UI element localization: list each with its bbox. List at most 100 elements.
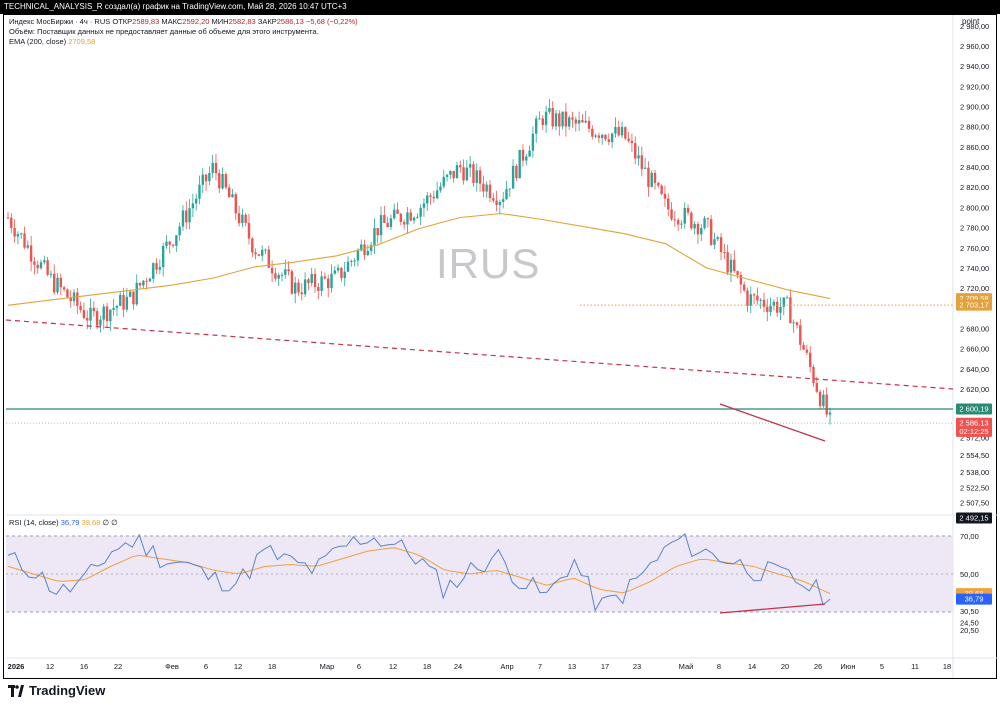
candle xyxy=(587,120,591,129)
candle xyxy=(13,228,16,237)
candle xyxy=(161,246,165,268)
candle xyxy=(432,196,436,199)
candle xyxy=(779,306,782,313)
price-divergence-line xyxy=(719,403,826,442)
candle xyxy=(426,195,429,204)
ema-legend[interactable]: EMA (200, close) 2709,58 xyxy=(9,37,95,46)
time-axis-label: 12 xyxy=(389,662,397,671)
candle xyxy=(713,239,716,245)
candle xyxy=(452,170,455,179)
candle xyxy=(571,117,574,120)
candle xyxy=(39,262,43,269)
candle xyxy=(673,219,677,221)
price-tag-label: 2 600,19 xyxy=(959,405,988,414)
candle xyxy=(805,349,809,353)
candle xyxy=(412,217,416,221)
candle xyxy=(657,182,660,186)
price-tick-label: 2 572,00 xyxy=(960,433,989,442)
legend-symbol: Индекс МосБиржи · 4ч · RUS xyxy=(9,17,111,26)
rsi-value: 36,79 xyxy=(60,518,80,527)
rsi-extra: ∅ ∅ xyxy=(102,518,118,527)
candle xyxy=(224,174,228,188)
candle xyxy=(231,194,234,198)
candle xyxy=(799,325,802,345)
candle xyxy=(376,228,379,236)
candle xyxy=(53,273,56,293)
candle xyxy=(808,352,812,367)
candle xyxy=(637,155,640,159)
candle xyxy=(297,282,300,293)
candle xyxy=(112,307,115,310)
candle xyxy=(640,155,644,169)
time-axis-label: 20 xyxy=(781,662,789,671)
candle xyxy=(274,273,277,279)
candle xyxy=(307,279,310,284)
candle xyxy=(584,120,587,123)
candle xyxy=(389,218,393,228)
candle xyxy=(815,383,818,392)
rsi-line xyxy=(7,533,831,612)
candle xyxy=(379,215,383,236)
candle xyxy=(501,199,505,202)
candle xyxy=(617,127,620,136)
candle xyxy=(561,111,564,127)
symbol-legend[interactable]: Индекс МосБиржи · 4ч · RUS ОТКР2589,83 М… xyxy=(9,17,358,26)
candle xyxy=(171,244,175,246)
candle xyxy=(442,176,445,187)
price-tick-label: 2 640,00 xyxy=(960,365,989,374)
candle xyxy=(165,241,168,247)
candle xyxy=(168,241,171,245)
candle xyxy=(396,209,399,214)
candle xyxy=(601,134,604,138)
footer xyxy=(0,679,1000,707)
candle xyxy=(478,170,482,184)
candle xyxy=(105,306,109,322)
candle xyxy=(690,212,693,229)
candle xyxy=(736,271,739,275)
price-tick-label: 2 840,00 xyxy=(960,163,989,172)
candle xyxy=(739,274,743,285)
candle xyxy=(99,319,102,326)
candle xyxy=(23,233,26,248)
candle xyxy=(475,170,478,183)
candle xyxy=(762,299,766,307)
candle xyxy=(693,223,696,229)
price-tag-label: 2 586,13 xyxy=(959,419,988,428)
caption-text: TECHNICAL_ANALYSIS_R создал(а) график на… xyxy=(4,2,347,11)
candle xyxy=(802,344,805,350)
price-tick-label: 2 507,50 xyxy=(960,499,989,508)
tradingview-logo[interactable]: TradingView xyxy=(8,683,105,698)
time-axis-label: 7 xyxy=(538,662,542,671)
time-axis-label: Июн xyxy=(840,662,855,671)
candle xyxy=(386,222,389,228)
candle xyxy=(597,135,601,138)
candle xyxy=(825,394,828,415)
candle xyxy=(119,294,122,306)
candle xyxy=(498,201,502,205)
time-axis-label: 24 xyxy=(454,662,462,671)
candle xyxy=(59,277,63,288)
candle xyxy=(630,140,634,144)
candle xyxy=(178,226,181,236)
candle xyxy=(280,274,284,276)
candle xyxy=(663,193,667,199)
candle xyxy=(508,188,511,190)
candle xyxy=(789,297,792,324)
rsi-label: RSI (14, close) xyxy=(9,518,59,527)
candle xyxy=(323,276,327,279)
candle xyxy=(594,135,597,137)
price-tick-label: 2 620,00 xyxy=(960,385,989,394)
candle xyxy=(729,259,733,273)
price-chart[interactable]: 2 980,00 2 960,00 2 940,00 2 920,00 2 900,00… xyxy=(0,0,1000,679)
price-tag-label: 2 709,58 xyxy=(959,294,988,303)
rsi-legend[interactable]: RSI (14, close) 36,79 39,68 ∅ ∅ xyxy=(9,518,118,527)
candle xyxy=(290,271,294,294)
price-tag-label: 2 492,15 xyxy=(959,514,988,523)
candle xyxy=(92,307,96,312)
rsi-tag-label: 36,79 xyxy=(965,595,984,604)
price-tick-label: 2 860,00 xyxy=(960,143,989,152)
candle xyxy=(756,295,759,301)
candle xyxy=(393,209,396,219)
candle xyxy=(703,218,706,229)
candle xyxy=(188,208,191,223)
